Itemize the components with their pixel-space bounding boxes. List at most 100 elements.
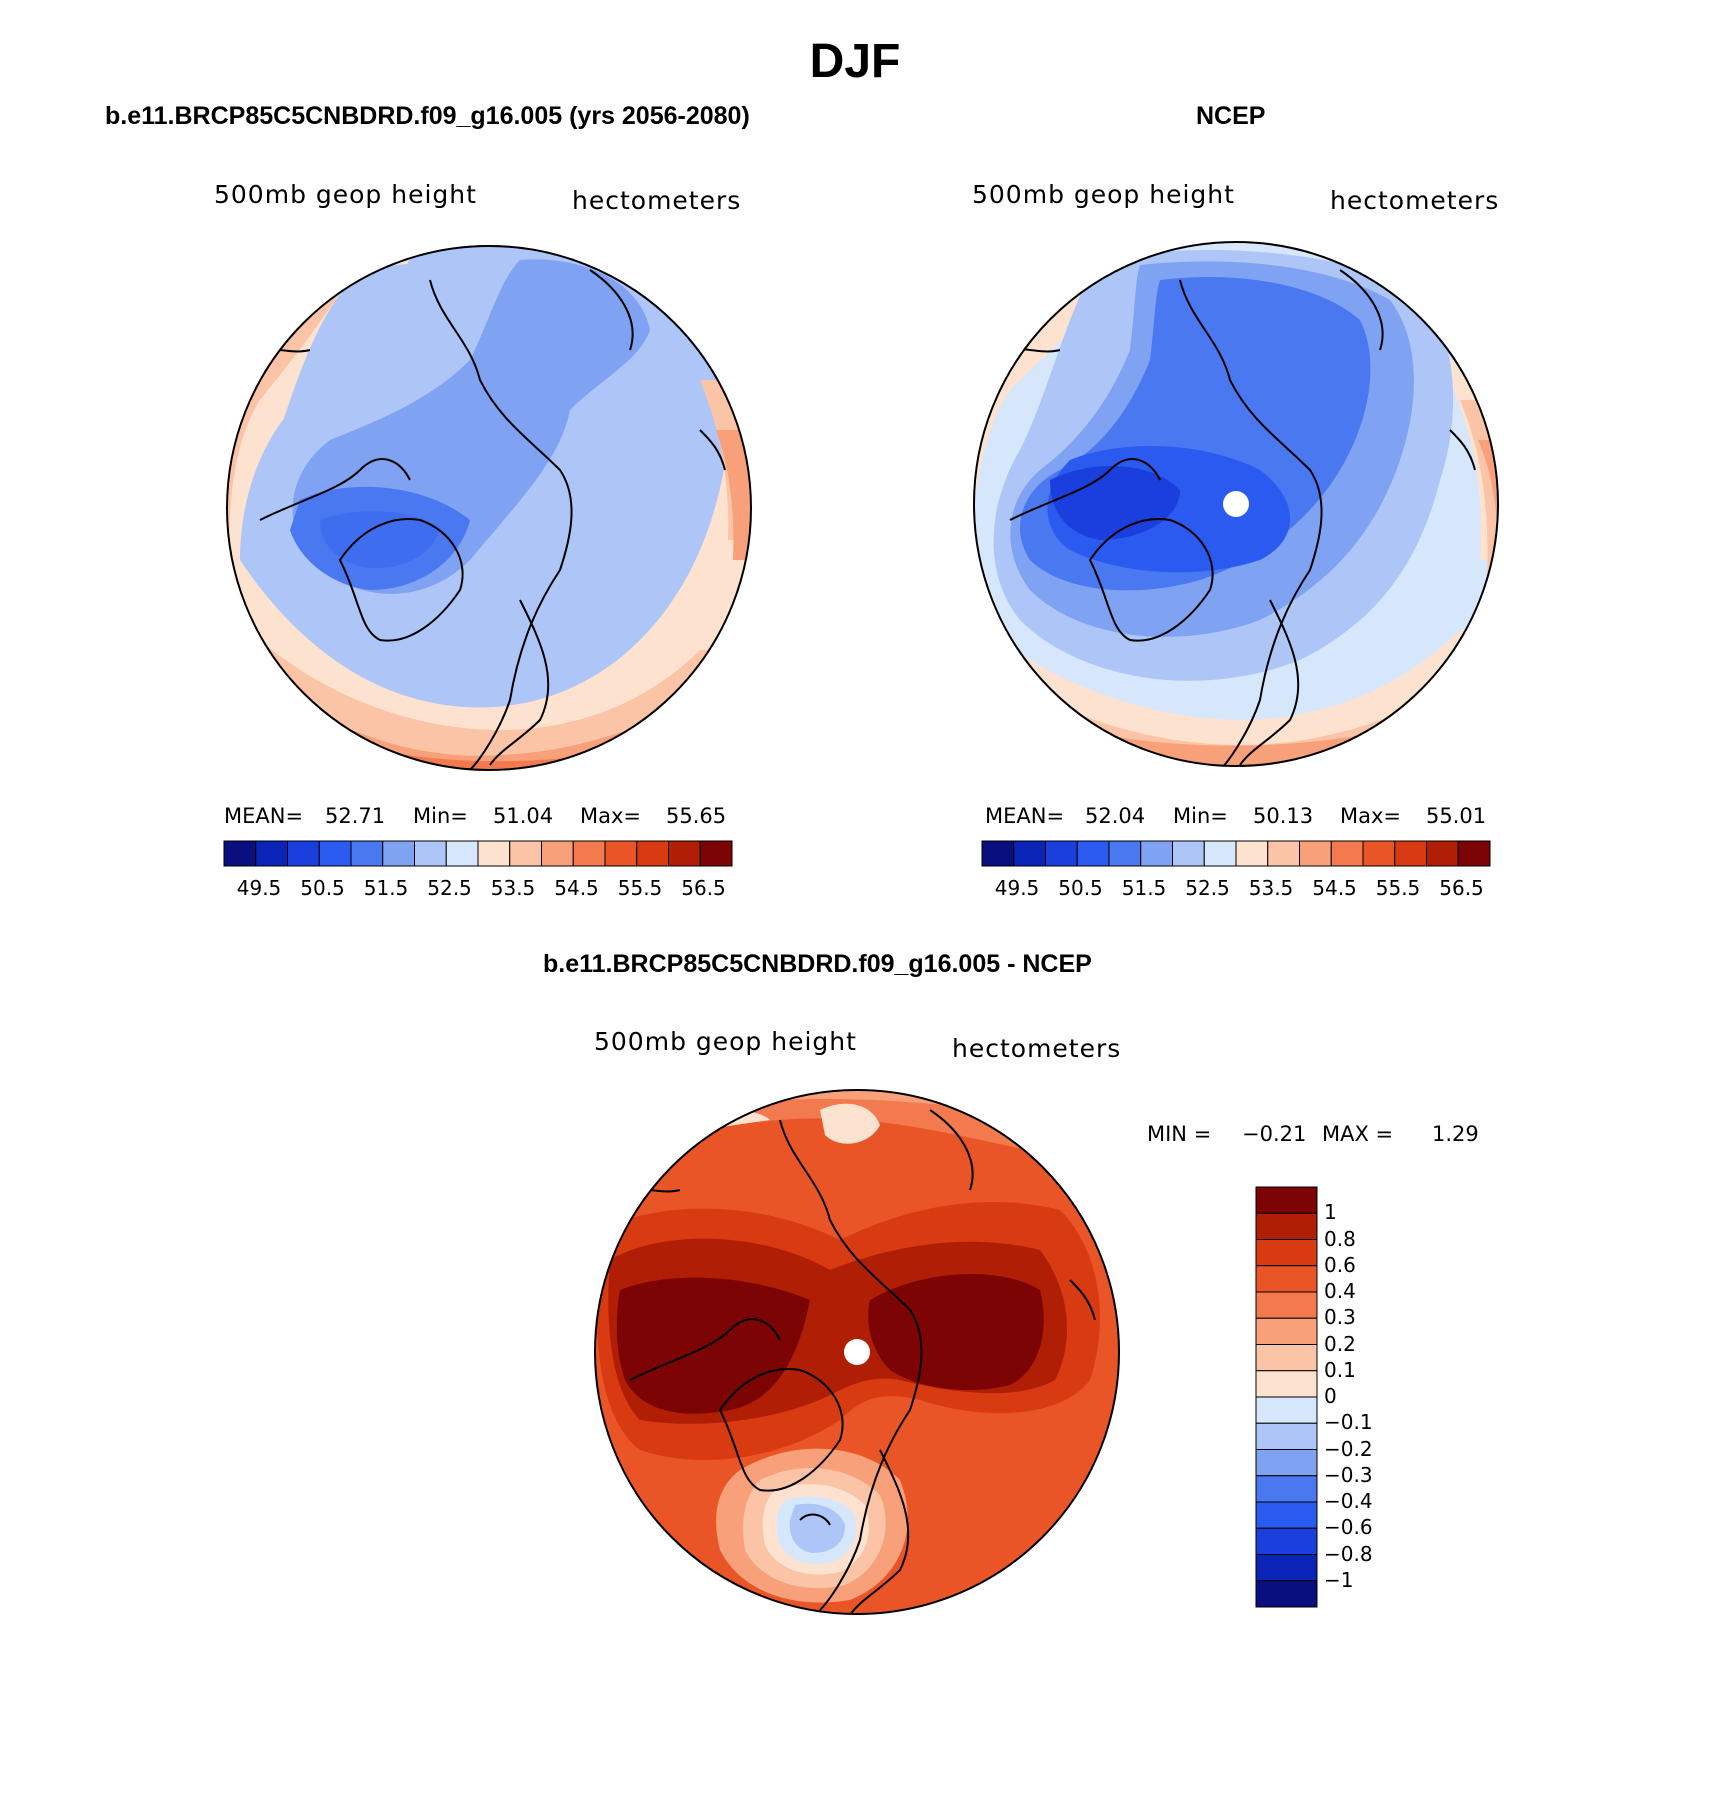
- colorbar-swatch: [223, 840, 257, 867]
- model-colorbar-label: 51.5: [363, 876, 409, 900]
- season-title: DJF: [809, 35, 901, 88]
- colorbar-swatch: [1255, 1554, 1318, 1582]
- ncep-units-label: hectometers: [1330, 186, 1500, 215]
- model-colorbar-label: 54.5: [554, 876, 599, 900]
- colorbar-swatch: [1255, 1265, 1318, 1293]
- model-colorbar-label: 55.5: [617, 876, 663, 900]
- diff-colorbar-label: −0.2: [1324, 1436, 1373, 1461]
- ncep-mean-value: 52.04: [1085, 804, 1146, 828]
- ncep-colorbar-label: 51.5: [1121, 876, 1167, 900]
- diff-variable-label: 500mb geop height: [594, 1027, 857, 1056]
- colorbar-swatch: [1255, 1186, 1318, 1214]
- diff-panel-title: b.e11.BRCP85C5CNBDRD.f09_g16.005 - NCEP: [543, 950, 1092, 978]
- colorbar-swatch: [1076, 840, 1110, 867]
- ncep-colorbar-label: 50.5: [1058, 876, 1103, 900]
- diff-colorbar-label: −0.3: [1324, 1462, 1373, 1487]
- colorbar-swatch: [1330, 840, 1364, 867]
- diff-colorbar-label: 0.3: [1324, 1305, 1356, 1330]
- diff-max-label: MAX =: [1322, 1122, 1394, 1146]
- colorbar-swatch: [1457, 840, 1491, 867]
- colorbar-swatch: [1255, 1396, 1318, 1424]
- model-colorbar-label: 52.5: [427, 876, 472, 900]
- colorbar-swatch: [1203, 840, 1237, 867]
- diff-colorbar-label: 0: [1324, 1384, 1337, 1408]
- model-units-label: hectometers: [572, 186, 742, 215]
- ncep-colorbar-label: 49.5: [994, 876, 1040, 900]
- colorbar-swatch: [1255, 1317, 1318, 1345]
- diff-max-value: 1.29: [1432, 1122, 1479, 1146]
- ncep-min-label: Min=: [1173, 804, 1228, 828]
- colorbar-swatch: [1255, 1344, 1318, 1372]
- colorbar-swatch: [981, 840, 1015, 867]
- diff-colorbar-label: −0.4: [1324, 1489, 1373, 1513]
- diff-colorbar-label: 0.1: [1324, 1357, 1356, 1382]
- colorbar-swatch: [509, 840, 542, 867]
- model-mean-value: 52.71: [325, 804, 386, 828]
- ncep-colorbar-label: 53.5: [1248, 876, 1294, 900]
- colorbar-swatch: [1255, 1239, 1318, 1267]
- colorbar-swatch: [414, 840, 447, 867]
- ncep-min-value: 50.13: [1253, 804, 1314, 828]
- colorbar-swatch: [1255, 1527, 1318, 1555]
- ncep-colorbar-label: 52.5: [1185, 876, 1230, 900]
- colorbar-swatch: [699, 840, 733, 867]
- ncep-colorbar-label: 55.5: [1375, 876, 1421, 900]
- model-min-label: Min=: [413, 804, 468, 828]
- colorbar-swatch: [1255, 1449, 1318, 1477]
- model-colorbar-label: 53.5: [490, 876, 536, 900]
- ncep-colorbar-label: 56.5: [1439, 876, 1484, 900]
- diff-colorbar-label: −0.8: [1324, 1541, 1373, 1566]
- colorbar-swatch: [1045, 840, 1078, 867]
- colorbar-swatch: [477, 840, 511, 867]
- colorbar-swatch: [1255, 1291, 1318, 1319]
- colorbar-swatch: [1255, 1422, 1318, 1450]
- diff-units-label: hectometers: [952, 1034, 1122, 1063]
- ncep-colorbar-labels: 49.5 50.5 51.5 52.5 53.5 54.5 55.5 56.5: [982, 876, 1490, 902]
- colorbar-swatch: [604, 840, 638, 867]
- diff-colorbar-label: 0.6: [1324, 1252, 1356, 1277]
- diff-colorbar: [1255, 1186, 1318, 1608]
- colorbar-swatch: [382, 840, 415, 867]
- model-max-label: Max=: [580, 804, 642, 828]
- model-variable-label: 500mb geop height: [214, 180, 477, 209]
- model-colorbar: [223, 840, 733, 867]
- colorbar-swatch: [1235, 840, 1269, 867]
- colorbar-swatch: [1255, 1580, 1318, 1608]
- ncep-variable-label: 500mb geop height: [972, 180, 1235, 209]
- colorbar-swatch: [1172, 840, 1205, 867]
- ncep-max-value: 55.01: [1426, 804, 1487, 828]
- colorbar-swatch: [1255, 1212, 1318, 1240]
- diff-min-label: MIN =: [1147, 1122, 1212, 1146]
- diff-colorbar-label: −0.6: [1324, 1515, 1373, 1540]
- ncep-panel-title: NCEP: [1196, 102, 1266, 130]
- model-min-value: 51.04: [493, 804, 554, 828]
- diff-colorbar-label: 0.8: [1324, 1226, 1356, 1251]
- model-mean-label: MEAN=: [224, 804, 304, 828]
- diff-colorbar-label: 0.4: [1324, 1279, 1356, 1303]
- colorbar-swatch: [572, 840, 606, 867]
- diff-min-value: −0.21: [1242, 1122, 1307, 1146]
- diff-colorbar-label: 0.2: [1324, 1331, 1356, 1356]
- colorbar-swatch: [1255, 1475, 1318, 1503]
- ncep-max-label: Max=: [1340, 804, 1402, 828]
- colorbar-swatch: [1394, 840, 1427, 867]
- model-max-value: 55.65: [666, 804, 727, 828]
- model-colorbar-labels: 49.5 50.5 51.5 52.5 53.5 54.5 55.5 56.5: [224, 876, 732, 902]
- diff-colorbar-label: 1: [1324, 1200, 1337, 1225]
- diff-colorbar-labels: 1 0.8 0.6 0.4 0.3 0.2 0.1 0 −0.1 −0.2 −0…: [1324, 1187, 1444, 1607]
- diff-colorbar-label: −0.1: [1324, 1410, 1373, 1435]
- ncep-colorbar-label: 54.5: [1312, 876, 1357, 900]
- ncep-mean-label: MEAN=: [985, 804, 1065, 828]
- model-colorbar-label: 56.5: [681, 876, 726, 900]
- diff-colorbar-label: −1: [1324, 1567, 1354, 1592]
- colorbar-swatch: [668, 840, 701, 867]
- colorbar-swatch: [1255, 1370, 1318, 1398]
- model-colorbar-label: 50.5: [300, 876, 345, 900]
- colorbar-swatch: [1255, 1501, 1318, 1529]
- model-colorbar-label: 49.5: [236, 876, 282, 900]
- model-panel-title: b.e11.BRCP85C5CNBDRD.f09_g16.005 (yrs 20…: [105, 102, 750, 130]
- colorbar-swatch: [1140, 840, 1173, 867]
